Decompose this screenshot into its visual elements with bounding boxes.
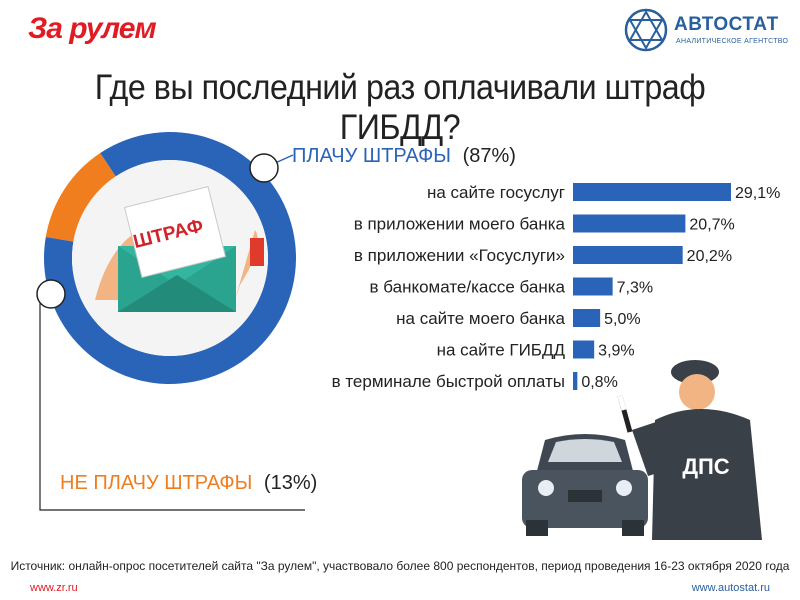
zarulem-logo: За рулем [28,12,157,45]
bar [573,183,731,201]
donut-slice-unpaid [45,153,116,242]
bar-value-label: 20,7% [689,217,734,234]
bar-category-label: в банкомате/кассе банка [370,278,566,297]
unpaid-marker [36,279,66,309]
bar [573,340,595,359]
bar [573,214,686,233]
autostat-url-link[interactable]: www.autostat.ru [691,582,770,594]
officer-vest-text: ДПС [682,454,729,479]
fine-envelope-illustration: ШТРАФ [72,160,268,356]
autostat-subtitle: АНАЛИТИЧЕСКОЕ АГЕНТСТВО [676,38,789,45]
unpaid-group-label: НЕ ПЛАЧУ ШТРАФЫ (13%) [60,472,317,494]
source-note: Источник: онлайн-опрос посетителей сайта… [10,559,790,573]
bar-category-label: в приложении моего банка [354,215,566,234]
bar-category-label: на сайте госуслуг [427,183,565,202]
paid-label: ПЛАЧУ ШТРАФЫ [292,145,451,167]
paid-value: (87%) [463,145,516,167]
bar [573,309,601,327]
donut-chart [44,132,297,385]
paid-group-label: ПЛАЧУ ШТРАФЫ (87%) [292,145,516,167]
car-illustration [522,434,648,536]
bar [573,246,683,264]
bar-value-label: 20,2% [687,248,732,265]
bar-category-label: в терминале быстрой оплаты [332,372,565,391]
bar-value-label: 7,3% [617,280,653,297]
traffic-officer-illustration: ДПС [617,360,762,540]
zr-url-link[interactable]: www.zr.ru [30,582,78,594]
autostat-name: АВТОСТАТ [674,14,779,35]
bar-category-label: в приложении «Госуслуги» [354,246,565,265]
bar [573,372,578,390]
autostat-emblem-icon [624,8,668,52]
bar-value-label: 0,8% [581,374,617,391]
bar-category-label: на сайте моего банка [396,309,565,328]
bar-category-label: на сайте ГИБДД [437,341,566,360]
bar-value-label: 29,1% [735,185,780,202]
bar [573,277,613,296]
unpaid-label: НЕ ПЛАЧУ ШТРАФЫ [60,472,252,494]
autostat-logo: АВТОСТАТ АНАЛИТИЧЕСКОЕ АГЕНТСТВО [622,8,792,52]
bar-value-label: 5,0% [604,311,640,328]
chart-title: Где вы последний раз оплачивали штраф ГИ… [94,68,706,147]
bar-chart: на сайте госуслуг 29,1% в приложении моего… [332,183,780,391]
paid-marker [249,153,279,183]
bar-value-label: 3,9% [598,343,634,360]
unpaid-value: (13%) [264,472,317,494]
